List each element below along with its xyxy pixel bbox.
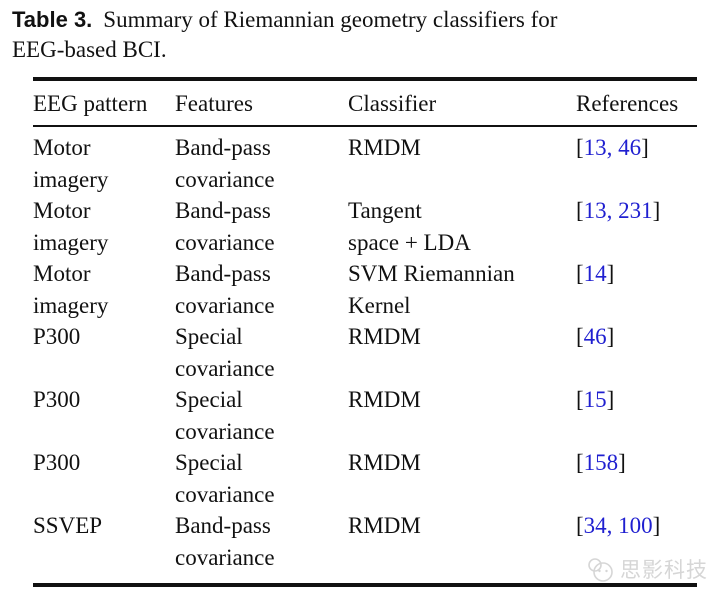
table-row: P300 Special covariance RMDM [46] — [33, 321, 697, 384]
cell-references: [158] — [576, 447, 697, 510]
citation-bracket: ] — [606, 387, 615, 412]
citation-bracket: ] — [652, 198, 661, 223]
cell-features: Band-pass covariance — [175, 513, 275, 570]
col-header-classifier: Classifier — [348, 79, 576, 127]
citation-bracket: ] — [618, 450, 626, 475]
citation-bracket: [ — [576, 450, 584, 475]
table-caption-label: Table 3. — [12, 7, 93, 32]
table-row: SSVEP Band-pass covariance RMDM [34, 100] — [33, 510, 697, 585]
citation-link[interactable]: 158 — [583, 450, 619, 475]
cell-classifier: RMDM — [348, 513, 421, 538]
cell-features: Special covariance — [175, 324, 275, 381]
table-row: Motor imagery Band-pass covariance Tangent… — [33, 195, 697, 258]
citation-bracket: ] — [652, 513, 661, 538]
citation-group: 14 — [584, 261, 607, 286]
table-caption: Table 3. Summary of Riemannian geometry c… — [12, 5, 654, 65]
cell-references: [13, 231] — [576, 195, 697, 258]
cell-classifier: RMDM — [348, 387, 421, 412]
citation-bracket: [ — [576, 513, 584, 538]
citation-bracket: ] — [606, 324, 615, 349]
cell-features: Band-pass covariance — [175, 198, 275, 255]
table-row: P300 Special covariance RMDM [158] — [33, 447, 697, 510]
cell-eeg-pattern: P300 — [33, 450, 81, 475]
citation-bracket: [ — [576, 261, 584, 286]
col-header-features: Features — [175, 79, 348, 127]
citation-group: 46 — [584, 324, 607, 349]
cell-classifier: Tangent space + LDA — [348, 198, 471, 255]
table-caption-text: Summary of Riemannian geometry classifie… — [12, 7, 558, 62]
citation-bracket: [ — [576, 387, 584, 412]
watermark-logo-icon — [588, 557, 613, 582]
watermark: 思影科技 — [586, 554, 708, 584]
col-header-references: References — [576, 79, 697, 127]
cell-classifier: SVM Riemannian Kernel — [348, 261, 515, 318]
cell-references: [15] — [576, 384, 697, 447]
cell-eeg-pattern: Motor imagery — [33, 261, 109, 318]
cell-classifier: RMDM — [348, 324, 421, 349]
col-header-eeg-pattern: EEG pattern — [33, 79, 175, 127]
citation-link[interactable]: 100 — [618, 513, 653, 538]
citation-bracket: [ — [576, 135, 584, 160]
citation-link[interactable]: 13 — [583, 135, 607, 160]
cell-references: [34, 100] — [576, 510, 697, 585]
citation-group: 34, 100 — [583, 513, 653, 538]
citation-bracket: [ — [576, 198, 584, 223]
citation-link[interactable]: 13 — [583, 198, 607, 223]
cell-references: [13, 46] — [576, 126, 697, 195]
cell-references: [14] — [576, 258, 697, 321]
table-body: Motor imagery Band-pass covariance RMDM [13… — [33, 126, 697, 585]
cell-references: [46] — [576, 321, 697, 384]
cell-eeg-pattern: Motor imagery — [33, 135, 109, 192]
cell-features: Band-pass covariance — [175, 261, 275, 318]
citation-link[interactable]: 15 — [583, 387, 607, 412]
cell-eeg-pattern: Motor imagery — [33, 198, 109, 255]
cell-features: Special covariance — [175, 450, 275, 507]
citation-link[interactable]: 14 — [583, 261, 607, 286]
watermark-text: 思影科技 — [620, 559, 708, 582]
cell-classifier: RMDM — [348, 135, 421, 160]
cell-eeg-pattern: SSVEP — [33, 513, 103, 538]
citation-group: 15 — [584, 387, 607, 412]
cell-classifier: RMDM — [348, 450, 421, 475]
cell-features: Special covariance — [175, 387, 275, 444]
table-row: Motor imagery Band-pass covariance SVM Rie… — [33, 258, 697, 321]
table-row: Motor imagery Band-pass covariance RMDM [13… — [33, 126, 697, 195]
citation-link[interactable]: 46 — [618, 135, 642, 160]
citation-link[interactable]: 231 — [618, 198, 653, 223]
citation-bracket: ] — [641, 135, 649, 160]
citation-link[interactable]: 34 — [583, 513, 607, 538]
citation-bracket: ] — [606, 261, 615, 286]
citation-group: 158 — [584, 450, 619, 475]
citation-bracket: [ — [576, 324, 584, 349]
citation-group: 13, 231 — [583, 198, 653, 223]
citation-group: 13, 46 — [583, 135, 642, 160]
table-header-row: EEG pattern Features Classifier Referenc… — [33, 79, 697, 127]
cell-features: Band-pass covariance — [175, 135, 275, 192]
classifier-table: EEG pattern Features Classifier Referenc… — [33, 77, 697, 587]
citation-link[interactable]: 46 — [583, 324, 607, 349]
cell-eeg-pattern: P300 — [33, 324, 81, 349]
cell-eeg-pattern: P300 — [33, 387, 81, 412]
table-row: P300 Special covariance RMDM [15] — [33, 384, 697, 447]
